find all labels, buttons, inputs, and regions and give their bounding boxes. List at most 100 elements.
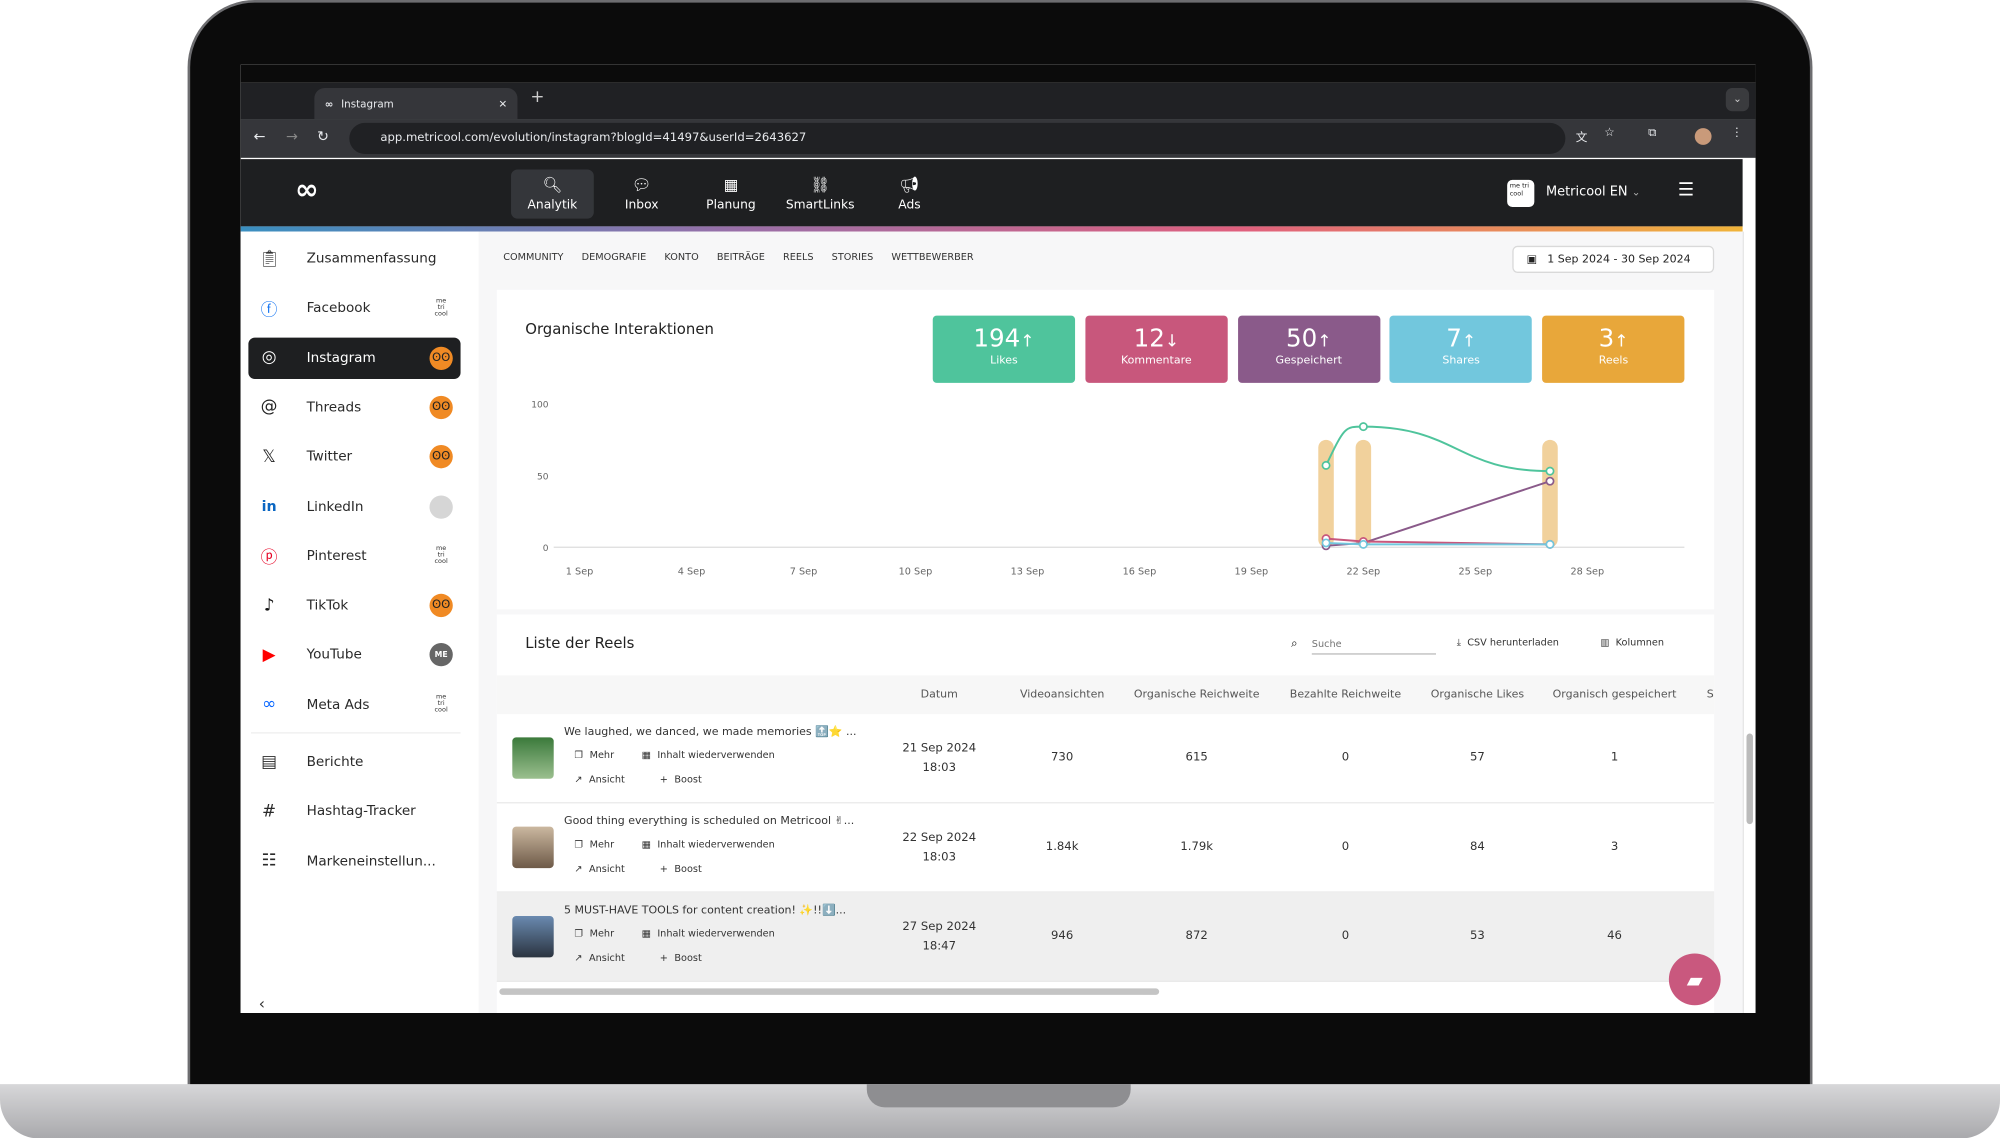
tab-reels[interactable]: REELS bbox=[782, 250, 814, 263]
close-tab-icon[interactable]: ✕ bbox=[498, 97, 508, 110]
tab-stories[interactable]: STORIES bbox=[831, 250, 874, 263]
boost-button[interactable]: + Boost bbox=[660, 863, 702, 875]
metricool-logo-icon[interactable]: ∞ bbox=[294, 174, 319, 207]
kpi-gespeichert: 50↑ Gespeichert bbox=[1237, 315, 1380, 383]
search-input[interactable] bbox=[1311, 632, 1437, 655]
hamburger-menu-icon[interactable]: ☰ bbox=[1677, 179, 1695, 201]
nav-ads[interactable]: 📢︎ Ads bbox=[868, 169, 951, 218]
tab-beiträge[interactable]: BEITRÄGE bbox=[716, 250, 765, 263]
saved-point[interactable] bbox=[1545, 476, 1555, 486]
csv-download-button[interactable]: ⤓ CSV herunterladen bbox=[1457, 637, 1559, 650]
reel-thumbnail[interactable] bbox=[512, 737, 554, 779]
main-content: ‹ 📋︎ Zusammenfassung ⓕ Facebook me tri cool ◎ In… bbox=[240, 231, 1743, 1013]
table-row[interactable]: Good thing everything is scheduled on Me… bbox=[496, 803, 1715, 893]
reach-cell: 1.79k bbox=[1180, 840, 1214, 854]
tab-demografie[interactable]: DEMOGRAFIE bbox=[581, 250, 647, 263]
more-button[interactable]: ❐ Mehr bbox=[574, 749, 614, 761]
column-header[interactable]: Organische Reichweite bbox=[1133, 688, 1260, 702]
sidebar-item-pinterest[interactable]: ⓟ Pinterest me tri cool bbox=[248, 535, 460, 576]
column-header[interactable]: Organische Likes bbox=[1430, 688, 1525, 702]
nav-analytik[interactable]: 🔍︎ Analytik bbox=[511, 169, 594, 219]
boost-button[interactable]: + Boost bbox=[660, 952, 702, 964]
view-button[interactable]: ↗ Ansicht bbox=[574, 863, 624, 875]
pinterest-icon: ⓟ bbox=[260, 548, 278, 569]
column-header[interactable]: S bbox=[1706, 688, 1714, 702]
account-avatar: me tri cool bbox=[429, 296, 453, 320]
page-scrollbar[interactable] bbox=[1742, 231, 1756, 1013]
browser-tab-bar: ∞ Instagram ✕ + ⌄ bbox=[240, 82, 1756, 120]
chat-support-button[interactable]: ▰ bbox=[1668, 953, 1721, 1006]
extensions-icon[interactable]: ⧉ bbox=[1648, 126, 1657, 140]
sidebar-item-threads[interactable]: @ Threads ʘʘ bbox=[248, 387, 460, 428]
likes-point[interactable] bbox=[1358, 422, 1368, 432]
new-tab-button[interactable]: + bbox=[530, 87, 545, 108]
reel-thumbnail[interactable] bbox=[512, 915, 554, 958]
tab-konto[interactable]: KONTO bbox=[664, 250, 699, 263]
sidebar-item-label: Berichte bbox=[306, 754, 364, 770]
profile-avatar[interactable] bbox=[1694, 128, 1712, 145]
translate-icon[interactable]: 文 bbox=[1575, 131, 1588, 145]
nav-inbox[interactable]: 💬︎ Inbox bbox=[600, 169, 683, 218]
account-avatar bbox=[429, 494, 453, 519]
reel-thumbnail[interactable] bbox=[512, 826, 554, 869]
sidebar-item-meta-ads[interactable]: ∞ Meta Ads me tri cool bbox=[248, 684, 460, 725]
more-button[interactable]: ❐ Mehr bbox=[574, 838, 614, 850]
tab-community[interactable]: COMMUNITY bbox=[503, 250, 564, 263]
column-header[interactable]: Bezahlte Reichweite bbox=[1289, 688, 1402, 702]
sidebar: ‹ 📋︎ Zusammenfassung ⓕ Facebook me tri cool ◎ In… bbox=[240, 231, 479, 1013]
sidebar-item-tiktok[interactable]: ♪ TikTok ʘʘ bbox=[248, 585, 460, 626]
columns-button[interactable]: ▥ Kolumnen bbox=[1600, 637, 1664, 649]
reuse-content-button[interactable]: ▦ Inhalt wiederverwenden bbox=[642, 749, 775, 761]
view-button[interactable]: ↗ Ansicht bbox=[574, 952, 624, 964]
column-header[interactable]: Videoansichten bbox=[1019, 688, 1105, 702]
more-button[interactable]: ❐ Mehr bbox=[574, 928, 614, 940]
collapse-sidebar-icon[interactable]: ‹ bbox=[258, 994, 265, 1013]
reach-cell: 615 bbox=[1185, 751, 1208, 765]
sidebar-item-zusammenfassung[interactable]: 📋︎ Zusammenfassung bbox=[248, 238, 460, 279]
browser-menu-icon[interactable]: ⋮ bbox=[1730, 126, 1743, 140]
table-row[interactable]: We laughed, we danced, we made memories … bbox=[496, 714, 1715, 804]
shares-point[interactable] bbox=[1358, 539, 1368, 549]
sidebar-item-youtube[interactable]: ▶ YouTube ME bbox=[248, 634, 460, 675]
sidebar-item-facebook[interactable]: ⓕ Facebook me tri cool bbox=[248, 288, 460, 329]
chat-icon: 💬︎ bbox=[631, 175, 652, 195]
sidebar-item-twitter[interactable]: 𝕏 Twitter ʘʘ bbox=[248, 436, 460, 477]
nav-planung[interactable]: ▦ Planung bbox=[690, 169, 773, 218]
sidebar-item-linkedin[interactable]: in LinkedIn bbox=[248, 486, 460, 527]
reels-bar bbox=[1355, 439, 1372, 548]
date-range-picker[interactable]: ▣ 1 Sep 2024 - 30 Sep 2024 bbox=[1512, 245, 1715, 273]
tab-search-button[interactable]: ⌄ bbox=[1725, 87, 1750, 112]
interactions-card: Organische Interaktionen 194↑ Likes 12↓ Kom… bbox=[496, 289, 1715, 610]
reload-icon[interactable]: ↻ bbox=[316, 128, 329, 145]
sidebar-item-label: Zusammenfassung bbox=[306, 250, 437, 267]
back-icon[interactable]: ← bbox=[253, 128, 266, 145]
horizontal-scrollbar[interactable] bbox=[499, 988, 1160, 995]
reuse-content-button[interactable]: ▦ Inhalt wiederverwenden bbox=[642, 838, 775, 850]
column-header[interactable]: Datum bbox=[920, 688, 958, 702]
tab-wettbewerber[interactable]: WETTBEWERBER bbox=[891, 250, 974, 263]
copy-icon: ❐ bbox=[574, 927, 584, 940]
boost-button[interactable]: + Boost bbox=[660, 774, 702, 786]
sidebar-item-instagram[interactable]: ◎ Instagram ʘʘ bbox=[248, 337, 461, 379]
account-selector[interactable]: Metricool EN ⌄ bbox=[1546, 185, 1640, 199]
reuse-content-button[interactable]: ▦ Inhalt wiederverwenden bbox=[642, 928, 775, 940]
browser-tab[interactable]: ∞ Instagram ✕ bbox=[314, 87, 518, 120]
url-input[interactable]: app.metricool.com/evolution/instagram?bl… bbox=[349, 122, 1566, 154]
table-header: Datum Videoansichten Organische Reichweite… bbox=[496, 675, 1715, 715]
sidebar-tool-hashtagtracker[interactable]: # Hashtag-Tracker bbox=[248, 791, 460, 832]
nav-label: SmartLinks bbox=[785, 197, 855, 213]
sidebar-tool-berichte[interactable]: ▤ Berichte bbox=[248, 741, 460, 782]
bookmark-star-icon[interactable]: ☆ bbox=[1604, 126, 1615, 140]
action-label: Ansicht bbox=[589, 862, 625, 875]
sidebar-tool-markeneinstellun[interactable]: ☷ Markeneinstellun... bbox=[248, 840, 460, 881]
shares-point[interactable] bbox=[1321, 538, 1331, 548]
nav-smartlinks[interactable]: ⛓ SmartLinks bbox=[779, 169, 862, 218]
view-button[interactable]: ↗ Ansicht bbox=[574, 774, 624, 786]
table-row[interactable]: 5 MUST-HAVE TOOLS for content creation! … bbox=[496, 892, 1715, 982]
likes-point[interactable] bbox=[1545, 466, 1555, 476]
x-tick-label: 25 Sep bbox=[1458, 566, 1492, 577]
column-header[interactable]: Organisch gespeichert bbox=[1552, 688, 1677, 702]
shares-point[interactable] bbox=[1545, 539, 1555, 549]
forward-icon[interactable]: → bbox=[285, 128, 298, 145]
likes-point[interactable] bbox=[1321, 460, 1331, 470]
